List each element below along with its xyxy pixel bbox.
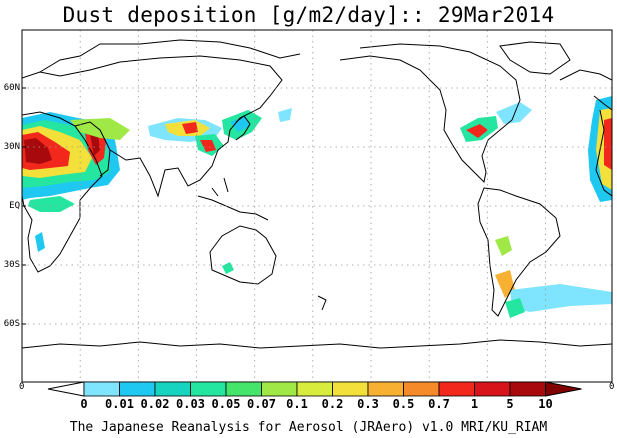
colorbar-label: 0.03: [176, 397, 205, 411]
coastline-south-america: [477, 187, 561, 317]
dust-region-south-america: [495, 236, 512, 256]
colorbar-box: [403, 381, 440, 397]
dust-region-africa-south: [35, 232, 45, 252]
coastline-greenland: [499, 41, 571, 75]
coastline-australia: [209, 225, 277, 285]
dust-region-japan-inner: [230, 116, 250, 132]
colorbar-label: 0.3: [357, 397, 379, 411]
lon-label-right: 0: [609, 382, 615, 392]
dust-region-north-pacific: [278, 108, 292, 122]
map-title: Dust deposition [g/m2/day]:: 29Mar2014: [62, 3, 555, 27]
lon-label-left: 0: [19, 382, 25, 392]
coastline-philippines: [211, 177, 229, 197]
colorbar-box: [225, 381, 262, 397]
dust-region-east-china-core: [200, 140, 216, 152]
colorbar-label: 0.5: [392, 397, 415, 411]
colorbar-label: 0.02: [140, 397, 170, 411]
lat-label-30n: 30N: [3, 142, 20, 152]
coastline-new-zealand: [317, 295, 327, 311]
coastline-japan: [235, 115, 251, 141]
colorbar-box: [119, 381, 156, 397]
colorbar-label: 0.07: [247, 397, 276, 411]
dust-region-sahara-east-core: [604, 118, 612, 170]
coastline-arctic-eurasia: [39, 39, 301, 73]
graticule: [22, 30, 612, 382]
colorbar-label: 0.1: [286, 397, 308, 411]
colorbar-triangle-high: [545, 381, 582, 397]
colorbar-triangle-low: [47, 381, 85, 397]
colorbar-box: [367, 381, 404, 397]
dust-region-gobi-core: [182, 122, 198, 134]
coastline-europe: [559, 69, 612, 111]
dust-region-arabia-peak: [90, 134, 100, 156]
colorbar-box: [154, 381, 191, 397]
colorbar-box: [261, 381, 298, 397]
colorbar-label: 5: [506, 397, 514, 411]
lat-label-60n: 60N: [3, 83, 20, 93]
dust-region-atlantic-nw: [496, 102, 532, 124]
colorbar-box: [332, 381, 369, 397]
coastline-north-america: [339, 43, 521, 184]
colorbar-box: [83, 381, 120, 397]
colorbar-label: 0.05: [211, 397, 241, 411]
lat-label-30s: 30S: [3, 260, 20, 270]
dust-region-south-atlantic: [510, 284, 612, 312]
colorbar-box: [438, 381, 475, 397]
dust-region-north-america-core: [466, 124, 488, 138]
colorbar-label: 0.01: [105, 397, 134, 411]
colorbar-box: [509, 381, 546, 397]
map-frame-fill: [22, 30, 612, 382]
coastline-indonesia: [197, 195, 269, 221]
colorbar-label: 0.2: [321, 397, 344, 411]
dust-region-sahara-peak: [24, 138, 52, 164]
colorbar-label: 0: [80, 397, 88, 411]
lat-label-eq: EQ: [9, 201, 20, 211]
colorbar-box: [474, 381, 511, 397]
lat-label-60s: 60S: [3, 319, 20, 329]
coastline-eurasia: [22, 55, 283, 198]
lat-ticks: [22, 87, 26, 325]
coastline-africa-west-edge: [595, 109, 612, 197]
colorbar-label: 1: [470, 397, 479, 411]
footer-credit: The Japanese Reanalysis for Aerosol (JRA…: [69, 420, 548, 435]
colorbar-label: 10: [538, 397, 553, 411]
colorbar-label: 0.7: [428, 397, 450, 411]
dust-region-south-atlantic-core: [505, 298, 525, 318]
coastline-antarctica: [22, 339, 612, 349]
dust-shading: [22, 96, 612, 318]
colorbar-box: [190, 381, 227, 397]
dust-region-sahel: [28, 196, 75, 212]
colorbar-box: [296, 381, 333, 397]
